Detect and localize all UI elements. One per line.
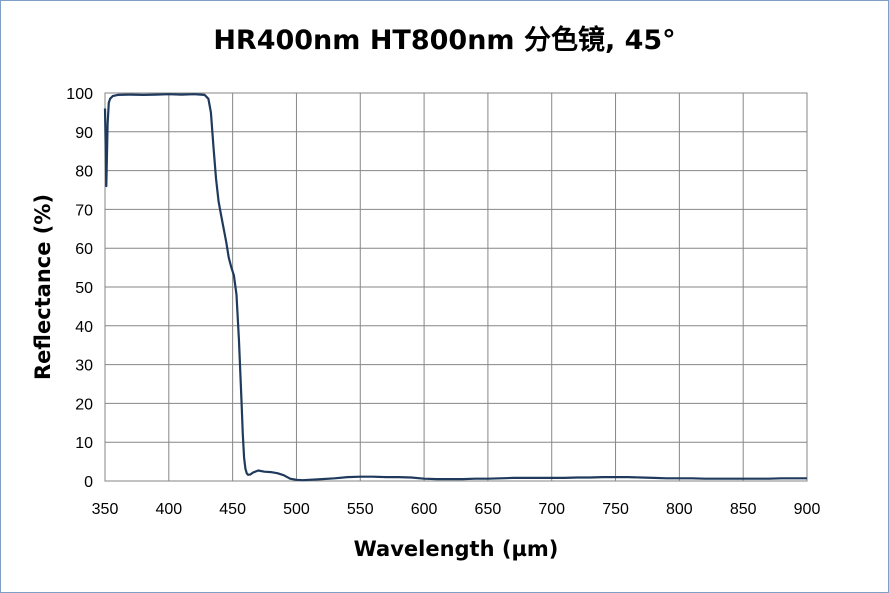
y-tick-label: 60 <box>75 241 93 258</box>
y-tick-label: 50 <box>75 280 93 297</box>
x-tick-label: 400 <box>155 501 182 518</box>
reflectance-curve <box>103 93 807 482</box>
y-tick-label: 10 <box>75 435 93 452</box>
y-tick-label: 70 <box>75 202 93 219</box>
x-tick-label: 550 <box>347 501 374 518</box>
x-tick-label: 500 <box>283 501 310 518</box>
y-tick-label: 0 <box>84 474 93 491</box>
x-tick-label: 900 <box>794 501 821 518</box>
x-tick-label: 750 <box>602 501 629 518</box>
y-axis-title: Reflectance (%) <box>31 194 55 380</box>
y-tick-label: 30 <box>75 358 93 375</box>
x-axis-title: Wavelength (µm) <box>354 537 559 561</box>
x-tick-label: 850 <box>730 501 757 518</box>
y-tick-labels: 0 10 20 30 40 50 60 70 80 90 100 <box>66 86 93 491</box>
y-tick-label: 20 <box>75 396 93 413</box>
chart-title: HR400nm HT800nm 分色镜, 45° <box>213 25 676 56</box>
y-tick-label: 100 <box>66 86 93 103</box>
y-tick-label: 90 <box>75 125 93 142</box>
x-tick-labels: 350 400 450 500 550 600 650 700 750 800 850 900 <box>92 501 821 518</box>
x-tick-label: 450 <box>219 501 246 518</box>
x-tick-label: 650 <box>475 501 502 518</box>
x-tick-label: 350 <box>92 501 119 518</box>
x-tick-label: 800 <box>666 501 693 518</box>
y-tick-label: 40 <box>75 319 93 336</box>
gridlines <box>104 92 808 482</box>
y-tick-label: 80 <box>75 164 93 181</box>
x-tick-label: 700 <box>538 501 565 518</box>
x-tick-label: 600 <box>411 501 438 518</box>
